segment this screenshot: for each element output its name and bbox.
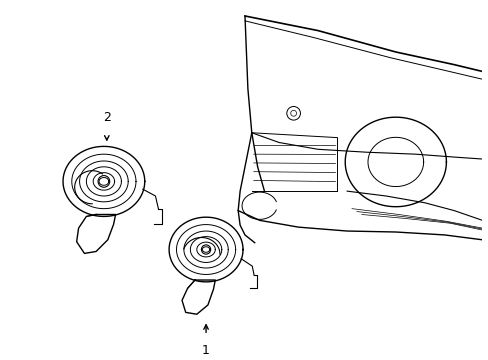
Text: 1: 1: [202, 344, 209, 357]
Text: 2: 2: [102, 111, 110, 124]
